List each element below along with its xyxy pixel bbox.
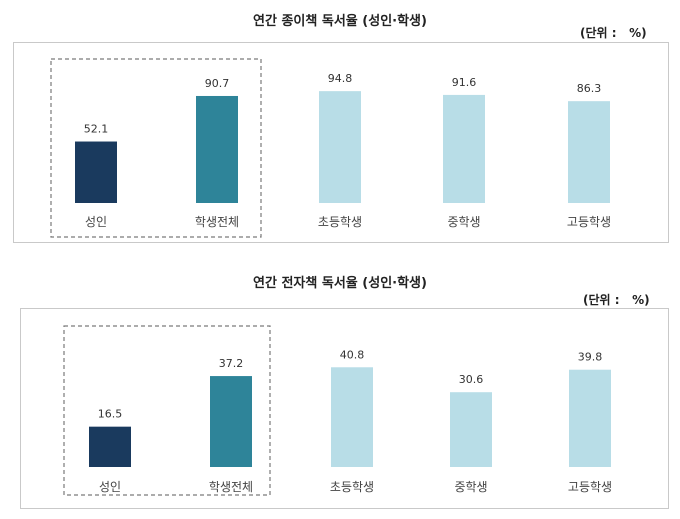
value-label: 94.8 [328,72,353,85]
highlight-box [50,58,262,238]
bar-5 [568,101,610,203]
bar-2 [196,95,238,203]
chart-1-title: 연간 종이책 독서율 (성인·학생) [253,14,427,29]
bar-3 [331,367,373,467]
category-label: 초등학생 [330,480,374,494]
chart-1-plot: 52.1 성인 90.7 학생전체 94.8 초등학생 91.6 중학생 86.3 고등학생 [50,58,611,238]
category-label: 초등학생 [318,215,362,229]
category-label: 중학생 [454,480,487,494]
category-label: 성인 [85,215,107,229]
category-label: 학생전체 [195,215,239,229]
bar-3 [319,91,361,203]
value-label: 52.1 [84,123,109,136]
chart-2-plot: 16.5 성인 37.2 학생전체 40.8 초등학생 30.6 중학생 39.8 고등학생 [63,325,612,496]
value-label: 90.7 [205,77,230,90]
category-label: 중학생 [447,215,480,229]
category-label: 고등학생 [568,480,612,494]
value-label: 30.6 [459,373,484,386]
bar-4 [450,392,492,467]
bar-5 [569,369,611,467]
bar-1 [89,426,131,467]
value-label: 40.8 [340,348,365,361]
bar-2 [210,376,252,467]
chart-2-title: 연간 전자책 독서율 (성인·학생) [253,276,427,291]
value-label: 16.5 [98,408,123,421]
chart-1-panel: 52.1 성인 90.7 학생전체 94.8 초등학생 91.6 중학생 86.3 고등학생 [13,42,669,243]
highlight-box [63,325,271,496]
bar-1 [75,141,117,203]
category-label: 고등학생 [567,215,611,229]
value-label: 39.8 [578,351,603,364]
chart-2-panel: 16.5 성인 37.2 학생전체 40.8 초등학생 30.6 중학생 39.8 고등학생 [20,308,669,509]
value-label: 91.6 [452,76,477,89]
category-label: 학생전체 [209,480,253,494]
bar-4 [443,94,485,203]
value-label: 37.2 [219,357,244,370]
chart-1-unit: (단위 : %) [580,26,647,40]
value-label: 86.3 [577,82,602,95]
category-label: 성인 [99,480,121,494]
chart-2-unit: (단위 : %) [583,293,650,307]
